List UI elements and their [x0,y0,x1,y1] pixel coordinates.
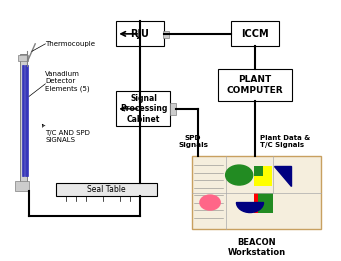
Wedge shape [236,203,264,212]
FancyBboxPatch shape [218,69,292,101]
Polygon shape [274,166,291,186]
FancyBboxPatch shape [15,181,29,191]
Text: ICCM: ICCM [241,29,269,39]
Text: BEACON
Workstation: BEACON Workstation [228,238,286,257]
FancyBboxPatch shape [18,55,28,61]
Text: RJU: RJU [131,29,149,39]
FancyBboxPatch shape [254,166,272,186]
FancyBboxPatch shape [116,21,164,46]
FancyBboxPatch shape [232,21,279,46]
Circle shape [200,195,220,210]
Text: PLANT
COMPUTER: PLANT COMPUTER [227,75,283,95]
FancyBboxPatch shape [20,54,27,184]
FancyBboxPatch shape [163,31,169,38]
FancyBboxPatch shape [254,193,273,213]
Text: SPD
Signals: SPD Signals [178,135,208,148]
Text: Seal Table: Seal Table [87,185,125,194]
FancyBboxPatch shape [192,156,321,229]
Text: Thermocouple: Thermocouple [45,41,95,47]
Text: T/C AND SPD
SIGNALS: T/C AND SPD SIGNALS [45,130,90,143]
FancyBboxPatch shape [254,166,263,176]
Text: Vanadium
Detector
Elements (5): Vanadium Detector Elements (5) [45,71,90,92]
Circle shape [226,165,253,185]
FancyBboxPatch shape [56,182,157,196]
FancyBboxPatch shape [116,91,170,126]
FancyBboxPatch shape [254,193,258,213]
Text: Signal
Processing
Cabinet: Signal Processing Cabinet [120,94,167,124]
Text: Plant Data &
T/C Signals: Plant Data & T/C Signals [260,135,310,148]
FancyBboxPatch shape [170,103,176,115]
